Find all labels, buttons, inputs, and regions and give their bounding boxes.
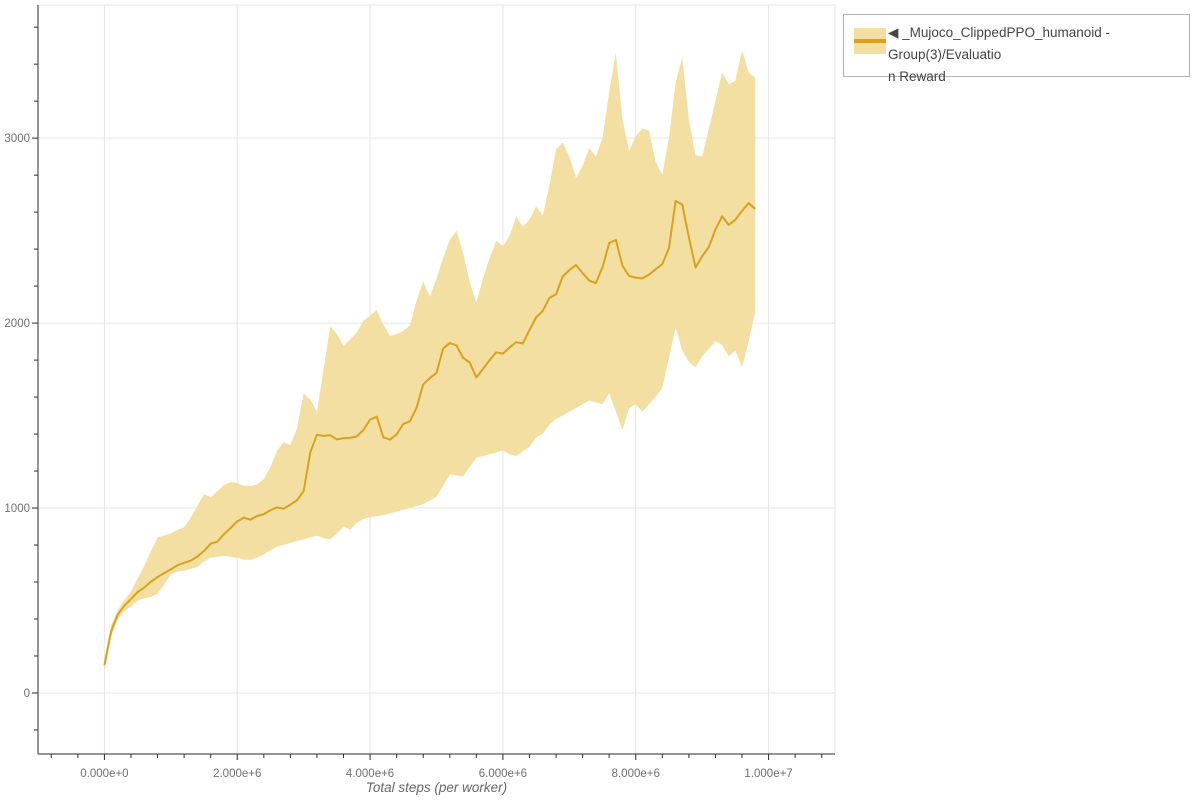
legend-item[interactable]: ◀ _Mujoco_ClippedPPO_humanoid - Group(3)… (844, 15, 1189, 88)
x-tick-label: 4.000e+6 (346, 768, 394, 780)
x-tick-label: 8.000e+6 (612, 768, 660, 780)
legend-label: ◀ _Mujoco_ClippedPPO_humanoid - Group(3)… (888, 22, 1181, 88)
y-tick-label: 1000 (4, 503, 30, 515)
x-axis-title: Total steps (per worker) (366, 780, 507, 795)
plot-area[interactable] (38, 5, 835, 754)
y-tick-label: 0 (24, 688, 30, 700)
mean-reward-line (103, 199, 756, 666)
axes (37, 5, 835, 755)
tick-labels: 0.000e+0 2.000e+6 4.000e+6 6.000e+6 8.000e+6… (4, 133, 792, 780)
legend-line-swatch (854, 39, 886, 43)
legend: ◀ _Mujoco_ClippedPPO_humanoid - Group(3)… (843, 14, 1190, 84)
y-tick-label: 2000 (4, 318, 30, 330)
legend-label-line1: ◀ _Mujoco_ClippedPPO_humanoid - Group(3)… (888, 25, 1111, 62)
x-tick-label: 6.000e+6 (479, 768, 527, 780)
y-tick-label: 3000 (4, 133, 30, 145)
x-tick-label: 1.000e+7 (744, 768, 792, 780)
legend-label-line2: n Reward (888, 69, 946, 84)
x-tick-label: 0.000e+0 (80, 768, 128, 780)
legend-band-swatch (854, 28, 886, 54)
x-tick-label: 2.000e+6 (213, 768, 261, 780)
ticks (32, 26, 823, 760)
confidence-band (104, 50, 756, 671)
